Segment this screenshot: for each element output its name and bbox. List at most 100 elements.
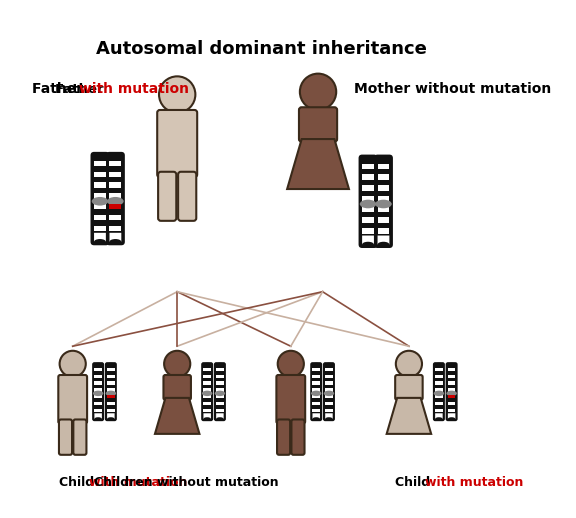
Bar xyxy=(216,412,223,415)
Bar xyxy=(94,381,102,385)
Bar xyxy=(109,204,122,209)
Bar xyxy=(216,371,223,375)
Bar xyxy=(94,166,106,171)
Bar xyxy=(203,375,211,378)
Bar xyxy=(377,191,389,196)
Bar xyxy=(216,385,223,388)
Ellipse shape xyxy=(107,363,115,366)
Polygon shape xyxy=(287,139,349,189)
Ellipse shape xyxy=(203,363,211,366)
FancyBboxPatch shape xyxy=(325,413,333,419)
Text: Mother without mutation: Mother without mutation xyxy=(354,82,552,96)
Bar xyxy=(94,368,102,371)
FancyBboxPatch shape xyxy=(377,158,389,167)
Bar xyxy=(312,385,320,388)
Bar xyxy=(448,378,456,381)
Bar xyxy=(377,218,389,223)
Text: with mutation: with mutation xyxy=(89,476,187,489)
Bar xyxy=(109,182,122,188)
Bar xyxy=(109,171,122,177)
Ellipse shape xyxy=(324,391,334,396)
FancyBboxPatch shape xyxy=(362,236,374,244)
Polygon shape xyxy=(155,398,199,434)
Bar xyxy=(377,185,389,191)
FancyBboxPatch shape xyxy=(94,155,106,164)
Bar xyxy=(312,388,320,392)
Bar xyxy=(448,402,456,405)
Bar xyxy=(203,385,211,388)
FancyBboxPatch shape xyxy=(203,364,211,370)
Bar xyxy=(109,220,122,225)
Circle shape xyxy=(164,351,190,377)
Bar xyxy=(312,375,320,378)
Bar xyxy=(312,412,320,415)
Bar xyxy=(325,392,333,395)
Bar xyxy=(377,196,389,202)
Ellipse shape xyxy=(216,417,223,421)
Ellipse shape xyxy=(448,363,456,366)
Bar xyxy=(312,368,320,371)
FancyBboxPatch shape xyxy=(435,413,442,419)
Bar xyxy=(107,375,115,378)
Bar xyxy=(216,398,223,402)
Bar xyxy=(107,398,115,402)
Bar xyxy=(325,388,333,392)
Bar xyxy=(109,225,122,231)
Bar xyxy=(362,191,374,196)
Bar xyxy=(216,388,223,392)
Bar xyxy=(362,180,374,185)
Bar xyxy=(377,164,389,169)
FancyBboxPatch shape xyxy=(395,375,423,400)
Bar xyxy=(377,228,389,234)
FancyBboxPatch shape xyxy=(105,362,117,421)
Bar xyxy=(448,398,456,402)
Bar xyxy=(94,371,102,375)
Bar xyxy=(109,209,122,215)
Text: Child: Child xyxy=(395,476,435,489)
Bar xyxy=(325,405,333,409)
Ellipse shape xyxy=(216,363,223,366)
FancyBboxPatch shape xyxy=(433,362,445,421)
Bar xyxy=(109,177,122,182)
Bar xyxy=(377,180,389,185)
Bar xyxy=(435,371,442,375)
Ellipse shape xyxy=(312,363,320,366)
Ellipse shape xyxy=(435,417,442,421)
Bar xyxy=(362,196,374,202)
Bar xyxy=(109,215,122,220)
Bar xyxy=(94,225,106,231)
Bar xyxy=(216,409,223,412)
Bar xyxy=(448,412,456,415)
FancyBboxPatch shape xyxy=(299,107,337,142)
Ellipse shape xyxy=(93,391,103,396)
Bar xyxy=(325,412,333,415)
Bar xyxy=(435,378,442,381)
Text: Child: Child xyxy=(59,476,98,489)
Bar xyxy=(203,412,211,415)
Bar xyxy=(216,368,223,371)
Bar xyxy=(94,412,102,415)
Bar xyxy=(435,375,442,378)
Ellipse shape xyxy=(215,391,225,396)
Bar xyxy=(94,161,106,166)
FancyBboxPatch shape xyxy=(325,364,333,370)
FancyBboxPatch shape xyxy=(94,364,102,370)
Bar xyxy=(362,164,374,169)
Bar xyxy=(109,193,122,198)
FancyBboxPatch shape xyxy=(59,420,72,455)
Bar xyxy=(109,204,122,209)
Ellipse shape xyxy=(362,155,374,161)
Bar xyxy=(435,409,442,412)
Text: Father: Father xyxy=(55,82,108,96)
Bar xyxy=(107,395,115,398)
Bar xyxy=(312,378,320,381)
FancyBboxPatch shape xyxy=(276,375,305,423)
Bar xyxy=(216,395,223,398)
Bar xyxy=(435,395,442,398)
Bar xyxy=(448,371,456,375)
Bar xyxy=(325,378,333,381)
Ellipse shape xyxy=(107,417,115,421)
Bar xyxy=(107,368,115,371)
FancyBboxPatch shape xyxy=(312,364,320,370)
Bar xyxy=(94,209,106,215)
